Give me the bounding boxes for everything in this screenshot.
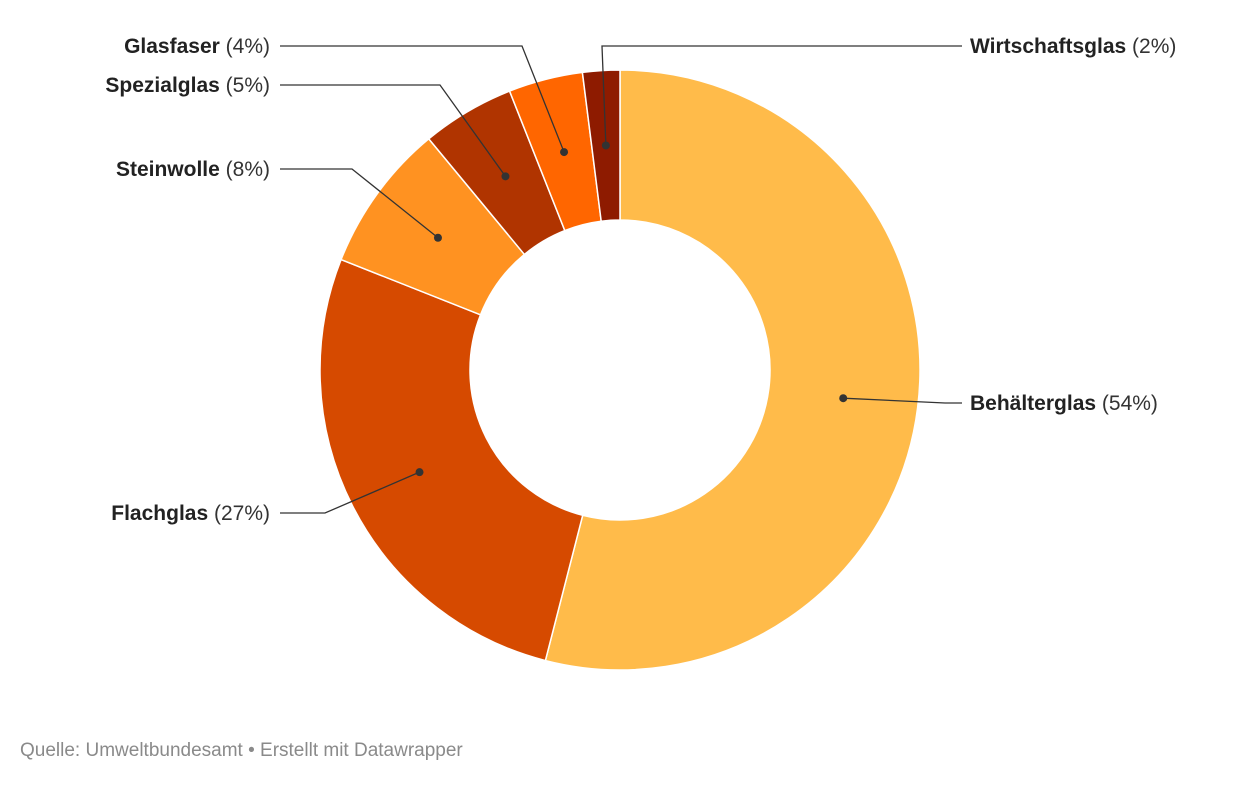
label-percent: (5%) xyxy=(220,74,270,97)
label-glasfaser: Glasfaser (4%) xyxy=(124,35,270,58)
label-percent: (4%) xyxy=(220,35,270,58)
leader-line-flachglas xyxy=(280,471,420,514)
leader-line-behaelterglas xyxy=(843,397,962,404)
leader-line-glasfaser xyxy=(280,45,565,153)
label-name: Spezialglas xyxy=(105,74,219,97)
donut-chart: Behälterglas (54%) Flachglas (27%) Steinwo… xyxy=(105,35,1176,671)
source-footer: Quelle: Umweltbundesamt • Erstellt mit D… xyxy=(20,740,463,761)
leader-dot-flachglas xyxy=(415,468,424,477)
label-name: Steinwolle xyxy=(116,158,220,181)
label-name: Behälterglas xyxy=(970,392,1096,415)
leader-line-steinwolle xyxy=(280,168,439,239)
label-wirtschaftsglas: Wirtschaftsglas (2%) xyxy=(970,35,1176,58)
label-steinwolle: Steinwolle (8%) xyxy=(116,158,270,181)
label-spezialglas: Spezialglas (5%) xyxy=(105,74,270,97)
label-name: Flachglas xyxy=(111,502,208,525)
label-percent: (27%) xyxy=(208,502,270,525)
leader-dot-spezialglas xyxy=(501,172,510,181)
label-percent: (2%) xyxy=(1126,35,1176,58)
label-percent: (8%) xyxy=(220,158,270,181)
label-percent: (54%) xyxy=(1096,392,1158,415)
leader-line-spezialglas xyxy=(280,84,506,177)
label-name: Wirtschaftsglas xyxy=(970,35,1126,58)
label-name: Glasfaser xyxy=(124,35,220,58)
slice-flachglas xyxy=(319,258,584,662)
leader-dot-glasfaser xyxy=(560,148,569,157)
leader-line-wirtschaftsglas xyxy=(601,45,962,146)
slice-wirtschaftsglas xyxy=(581,69,621,223)
label-flachglas: Flachglas (27%) xyxy=(111,502,270,525)
leader-dot-behaelterglas xyxy=(839,394,848,403)
leader-dot-steinwolle xyxy=(433,233,442,242)
label-behaelterglas: Behälterglas (54%) xyxy=(970,392,1158,415)
slice-behaelterglas xyxy=(544,69,921,671)
leader-dot-wirtschaftsglas xyxy=(601,141,610,150)
